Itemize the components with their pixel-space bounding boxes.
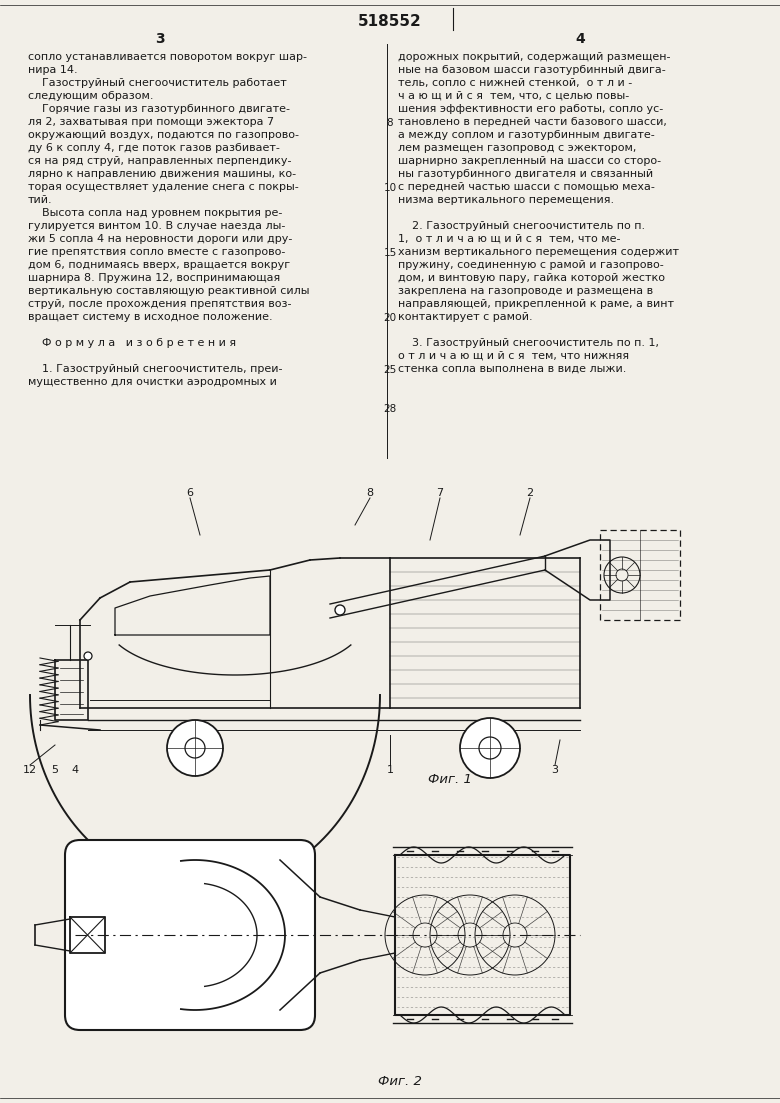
Circle shape bbox=[84, 652, 92, 660]
Text: вращает систему в исходное положение.: вращает систему в исходное положение. bbox=[28, 312, 273, 322]
Text: следующим образом.: следующим образом. bbox=[28, 92, 154, 101]
Text: 20: 20 bbox=[384, 313, 396, 323]
Text: 3. Газоструйный снегоочиститель по п. 1,: 3. Газоструйный снегоочиститель по п. 1, bbox=[398, 338, 659, 349]
Text: гулируется винтом 10. В случае наезда лы-: гулируется винтом 10. В случае наезда лы… bbox=[28, 221, 285, 231]
Text: 518552: 518552 bbox=[358, 14, 422, 29]
Text: о т л и ч а ю щ и й с я  тем, что нижняя: о т л и ч а ю щ и й с я тем, что нижняя bbox=[398, 351, 629, 361]
Text: шения эффективности его работы, сопло ус-: шения эффективности его работы, сопло ус… bbox=[398, 104, 663, 114]
Text: дом, и винтовую пару, гайка которой жестко: дом, и винтовую пару, гайка которой жест… bbox=[398, 274, 665, 283]
Text: 1: 1 bbox=[387, 765, 393, 775]
Circle shape bbox=[460, 718, 520, 778]
Text: дорожных покрытий, содержащий размещен-: дорожных покрытий, содержащий размещен- bbox=[398, 52, 671, 62]
Text: ся на ряд струй, направленных перпендику-: ся на ряд струй, направленных перпендику… bbox=[28, 156, 292, 165]
Text: ля 2, захватывая при помощи эжектора 7: ля 2, захватывая при помощи эжектора 7 bbox=[28, 117, 274, 127]
Text: Высота сопла над уровнем покрытия ре-: Высота сопла над уровнем покрытия ре- bbox=[28, 208, 282, 218]
Text: Ф о р м у л а   и з о б р е т е н и я: Ф о р м у л а и з о б р е т е н и я bbox=[28, 338, 236, 349]
Text: 5: 5 bbox=[51, 765, 58, 775]
Text: 10: 10 bbox=[384, 183, 396, 193]
Text: с передней частью шасси с помощью меха-: с передней частью шасси с помощью меха- bbox=[398, 182, 655, 192]
Text: 1. Газоструйный снегоочиститель, преи-: 1. Газоструйный снегоочиститель, преи- bbox=[28, 364, 282, 374]
Text: ханизм вертикального перемещения содержит: ханизм вертикального перемещения содержи… bbox=[398, 247, 679, 257]
Text: тель, сопло с нижней стенкой,  о т л и -: тель, сопло с нижней стенкой, о т л и - bbox=[398, 78, 633, 88]
Text: пружину, соединенную с рамой и газопрово-: пружину, соединенную с рамой и газопрово… bbox=[398, 260, 664, 270]
Text: 2. Газоструйный снегоочиститель по п.: 2. Газоструйный снегоочиститель по п. bbox=[398, 221, 645, 231]
Text: направляющей, прикрепленной к раме, а винт: направляющей, прикрепленной к раме, а ви… bbox=[398, 299, 674, 309]
Circle shape bbox=[167, 720, 223, 777]
Text: сопло устанавливается поворотом вокруг шар-: сопло устанавливается поворотом вокруг ш… bbox=[28, 52, 307, 62]
Text: 28: 28 bbox=[384, 404, 396, 414]
Text: вертикальную составляющую реактивной силы: вертикальную составляющую реактивной сил… bbox=[28, 286, 310, 296]
Circle shape bbox=[335, 606, 345, 615]
Text: контактирует с рамой.: контактирует с рамой. bbox=[398, 312, 533, 322]
Text: мущественно для очистки аэродромных и: мущественно для очистки аэродромных и bbox=[28, 377, 277, 387]
Text: 4: 4 bbox=[72, 765, 79, 775]
Text: Фиг. 2: Фиг. 2 bbox=[378, 1075, 422, 1088]
Text: ны газотурбинного двигателя и связанный: ны газотурбинного двигателя и связанный bbox=[398, 169, 653, 179]
Text: шарнирно закрепленный на шасси со сторо-: шарнирно закрепленный на шасси со сторо- bbox=[398, 156, 661, 165]
Text: Горячие газы из газотурбинного двигате-: Горячие газы из газотурбинного двигате- bbox=[28, 104, 290, 114]
Text: ч а ю щ и й с я  тем, что, с целью повы-: ч а ю щ и й с я тем, что, с целью повы- bbox=[398, 92, 629, 101]
Text: струй, после прохождения препятствия воз-: струй, после прохождения препятствия воз… bbox=[28, 299, 292, 309]
Text: 7: 7 bbox=[437, 488, 444, 497]
Text: жи 5 сопла 4 на неровности дороги или дру-: жи 5 сопла 4 на неровности дороги или др… bbox=[28, 234, 292, 244]
Text: 25: 25 bbox=[384, 365, 396, 375]
Text: 1,  о т л и ч а ю щ и й с я  тем, что ме-: 1, о т л и ч а ю щ и й с я тем, что ме- bbox=[398, 234, 621, 244]
Text: закреплена на газопроводе и размещена в: закреплена на газопроводе и размещена в bbox=[398, 286, 653, 296]
Text: 8: 8 bbox=[367, 488, 374, 497]
Text: низма вертикального перемещения.: низма вертикального перемещения. bbox=[398, 195, 614, 205]
Text: стенка сопла выполнена в виде лыжи.: стенка сопла выполнена в виде лыжи. bbox=[398, 364, 626, 374]
Text: тановлено в передней части базового шасси,: тановлено в передней части базового шасс… bbox=[398, 117, 667, 127]
Text: лем размещен газопровод с эжектором,: лем размещен газопровод с эжектором, bbox=[398, 143, 636, 153]
Text: шарнира 8. Пружина 12, воспринимающая: шарнира 8. Пружина 12, воспринимающая bbox=[28, 274, 280, 283]
Text: нира 14.: нира 14. bbox=[28, 65, 78, 75]
Text: дом 6, поднимаясь вверх, вращается вокруг: дом 6, поднимаясь вверх, вращается вокру… bbox=[28, 260, 290, 270]
Text: гие препятствия сопло вместе с газопрово-: гие препятствия сопло вместе с газопрово… bbox=[28, 247, 285, 257]
Text: 2: 2 bbox=[526, 488, 534, 497]
Text: Газоструйный снегоочиститель работает: Газоструйный снегоочиститель работает bbox=[28, 78, 287, 88]
Text: 3: 3 bbox=[551, 765, 558, 775]
Text: Фиг. 1: Фиг. 1 bbox=[428, 773, 472, 786]
Text: 8: 8 bbox=[387, 118, 393, 128]
FancyBboxPatch shape bbox=[65, 840, 315, 1030]
Text: тий.: тий. bbox=[28, 195, 52, 205]
Text: 12: 12 bbox=[23, 765, 37, 775]
Text: 6: 6 bbox=[186, 488, 193, 497]
Text: торая осуществляет удаление снега с покры-: торая осуществляет удаление снега с покр… bbox=[28, 182, 299, 192]
Text: ду 6 к соплу 4, где поток газов разбивает-: ду 6 к соплу 4, где поток газов разбивае… bbox=[28, 143, 280, 153]
Text: 4: 4 bbox=[575, 32, 585, 46]
Text: 15: 15 bbox=[384, 248, 396, 258]
Text: окружающий воздух, подаются по газопрово-: окружающий воздух, подаются по газопрово… bbox=[28, 130, 299, 140]
Text: ные на базовом шасси газотурбинный двига-: ные на базовом шасси газотурбинный двига… bbox=[398, 65, 666, 75]
Text: 3: 3 bbox=[155, 32, 165, 46]
Text: лярно к направлению движения машины, ко-: лярно к направлению движения машины, ко- bbox=[28, 169, 296, 179]
Text: а между соплом и газотурбинным двигате-: а между соплом и газотурбинным двигате- bbox=[398, 130, 654, 140]
